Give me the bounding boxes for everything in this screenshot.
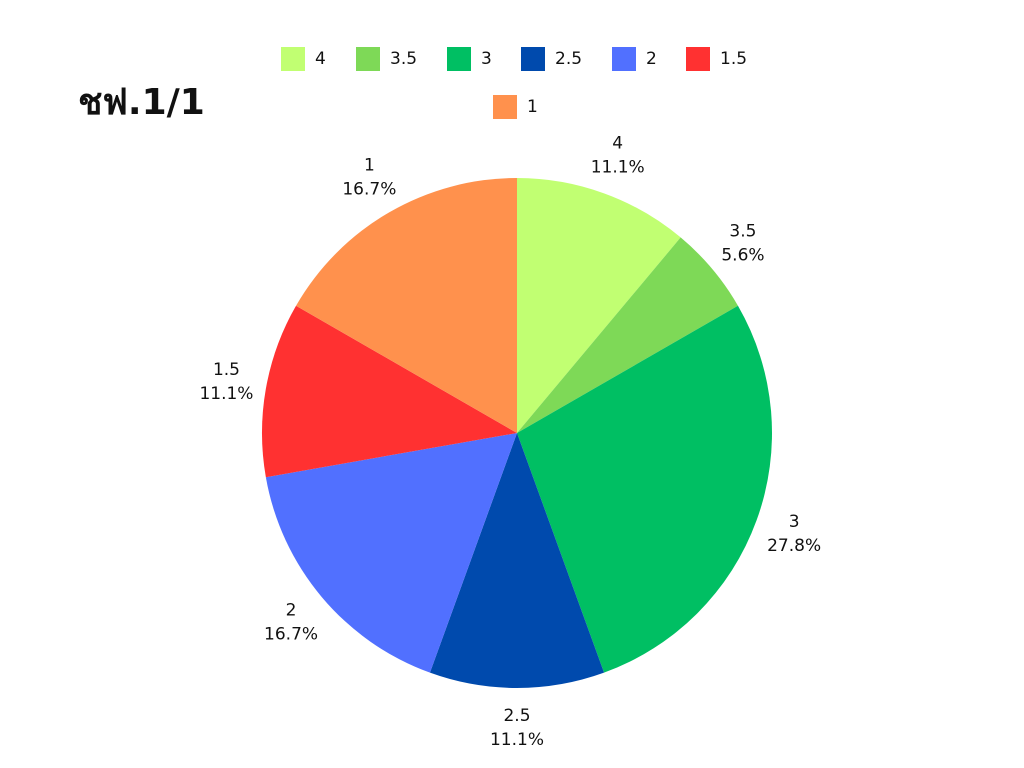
legend-swatch	[612, 47, 636, 71]
slice-category-label: 2	[286, 601, 297, 621]
slice-value-label: 11.1%	[199, 384, 253, 404]
slice-category-label: 1	[364, 156, 375, 176]
slice-category-label: 1.5	[213, 360, 240, 380]
pie-slice	[262, 305, 517, 478]
pie-slice	[296, 178, 517, 433]
legend-swatch	[521, 47, 545, 71]
slice-value-label: 11.1%	[490, 730, 544, 750]
legend-label: 2	[646, 49, 657, 69]
legend-swatch	[356, 47, 380, 71]
legend-swatch	[493, 95, 517, 119]
legend-swatch	[447, 47, 471, 71]
legend-label: 1.5	[720, 49, 747, 69]
legend-label: 3	[481, 49, 492, 69]
pie-slice	[265, 433, 517, 673]
pie-slice	[517, 178, 681, 433]
legend-label: 4	[315, 49, 326, 69]
slice-category-label: 3.5	[729, 221, 756, 241]
legend-label: 1	[527, 97, 538, 117]
pie-slice	[429, 433, 605, 688]
pie-slice	[517, 237, 738, 433]
legend-swatch	[686, 47, 710, 71]
slice-category-label: 3	[789, 512, 800, 532]
chart-title: ชฟ.1/1	[78, 82, 205, 123]
slice-value-label: 11.1%	[591, 158, 645, 178]
slice-category-label: 4	[612, 134, 623, 154]
slice-value-label: 16.7%	[342, 180, 396, 200]
slice-value-label: 16.7%	[264, 625, 318, 645]
legend-label: 3.5	[390, 49, 417, 69]
legend-label: 2.5	[555, 49, 582, 69]
slice-value-label: 5.6%	[721, 245, 764, 265]
legend-swatch	[281, 47, 305, 71]
pie-slice	[517, 305, 772, 673]
slice-value-label: 27.8%	[767, 536, 821, 556]
slice-category-label: 2.5	[503, 706, 530, 726]
